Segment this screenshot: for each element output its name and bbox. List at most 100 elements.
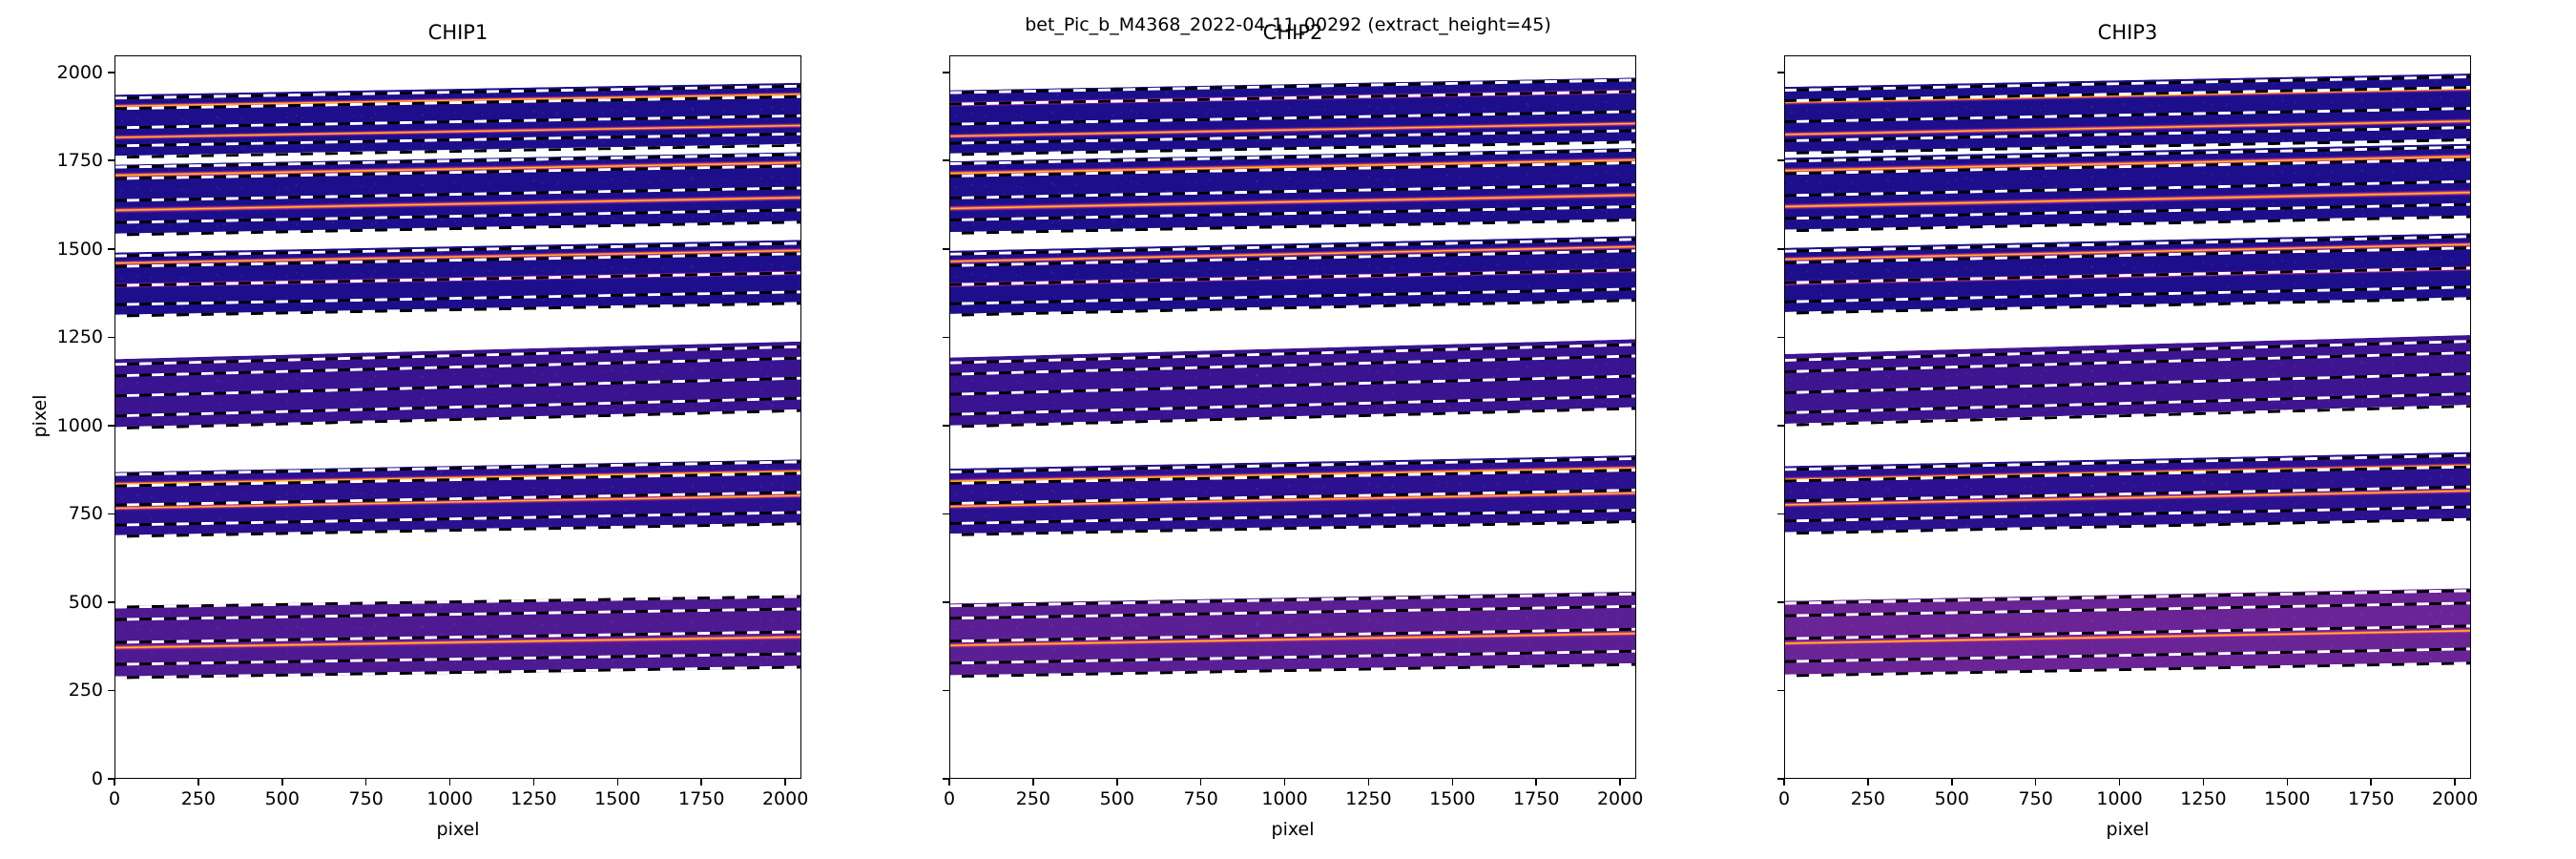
plot-area[interactable] [1784,55,2471,779]
y-tick-mark [108,159,114,162]
y-tick-mark [943,425,949,427]
x-tick-mark [364,779,367,786]
y-tick-mark [1777,336,1784,339]
y-tick-mark [108,778,114,780]
y-axis-label: pixel [30,394,51,438]
y-tick-mark [108,513,114,515]
x-tick-label: 500 [1934,788,1969,809]
y-tick-label: 750 [68,503,103,525]
subplot-title: CHIP1 [427,21,488,44]
x-tick-mark [1367,779,1370,786]
x-tick-label: 750 [2018,788,2053,809]
x-tick-mark [532,779,535,786]
x-tick-mark [1867,779,1869,786]
y-tick-mark [1777,513,1784,515]
x-tick-label: 1250 [2180,788,2227,809]
x-tick-label: 250 [180,788,217,809]
x-tick-mark [2034,779,2037,786]
y-tick-mark [1777,601,1784,603]
y-tick-mark [943,159,949,162]
subplot-title: CHIP3 [2097,21,2158,44]
y-tick-mark [108,248,114,250]
y-tick-mark [108,336,114,339]
y-tick-mark [943,601,949,603]
x-tick-mark [280,779,283,786]
y-tick-label: 1250 [56,326,103,348]
x-tick-label: 1000 [2096,788,2143,809]
x-tick-mark [1032,779,1034,786]
x-tick-label: 1500 [594,788,641,809]
x-tick-label: 2000 [2431,788,2479,809]
y-tick-mark [108,425,114,427]
y-tick-mark [943,778,949,780]
x-tick-label: 1500 [1429,788,1476,809]
subplot-title: CHIP2 [1262,21,1323,44]
x-tick-mark [114,779,115,786]
y-tick-label: 1500 [56,238,103,260]
y-tick-label: 0 [91,768,103,789]
x-tick-mark [616,779,619,786]
x-tick-label: 1250 [1345,788,1392,809]
x-tick-mark [2202,779,2205,786]
x-tick-label: 250 [1015,788,1051,809]
x-tick-label: 1000 [1261,788,1308,809]
y-tick-mark [1777,248,1784,250]
x-tick-mark [1451,779,1454,786]
subplot-chip2: CHIP2 0 250 500 750 1000 1250 1500 1750 2000 pixel [943,21,1643,840]
x-tick-label: 1250 [510,788,557,809]
x-tick-label: 1750 [1513,788,1560,809]
subplot-chip3: CHIP3 0 250 500 750 1000 1250 1500 1750 2000 pixel [1777,21,2478,840]
x-axis-label: pixel [1271,819,1315,840]
x-tick-label: 0 [108,788,121,809]
y-tick-mark [108,689,114,692]
x-tick-mark [1115,779,1118,786]
x-tick-label: 750 [348,788,384,809]
y-tick-label: 1000 [56,414,103,436]
y-tick-label: 2000 [56,61,103,83]
detector-image [1785,56,2470,778]
x-tick-label: 1750 [2348,788,2395,809]
y-tick-label: 1750 [56,150,103,172]
x-tick-mark [1619,779,1621,786]
subplot-chip1: CHIP1 0 250 500 750 1000 1250 1500 1750 2000 0 250 5… [30,21,808,840]
x-tick-label: 1000 [426,788,473,809]
y-tick-mark [943,71,949,73]
y-tick-mark [108,71,114,73]
x-tick-mark [1950,779,1953,786]
x-tick-label: 0 [943,788,956,809]
detector-image [115,56,800,778]
x-tick-label: 750 [1183,788,1218,809]
x-tick-mark [1535,779,1538,786]
y-tick-mark [108,601,114,603]
y-tick-mark [1777,71,1784,73]
detector-image [950,56,1635,778]
y-tick-mark [1777,778,1784,780]
figure-suptitle: bet_Pic_b_M4368_2022-04-11_00292 (extrac… [1025,14,1551,35]
y-tick-mark [1777,425,1784,427]
x-tick-mark [700,779,703,786]
x-tick-mark [2370,779,2373,786]
x-tick-mark [948,779,950,786]
x-tick-label: 500 [264,788,300,809]
y-tick-mark [943,689,949,692]
x-tick-label: 2000 [1596,788,1644,809]
plot-area[interactable] [949,55,1636,779]
x-axis-label: pixel [436,819,480,840]
x-tick-mark [197,779,199,786]
x-tick-label: 0 [1777,788,1791,809]
x-tick-mark [784,779,786,786]
x-tick-label: 2000 [761,788,809,809]
x-axis-label: pixel [2106,819,2150,840]
y-tick-label: 250 [68,680,103,702]
y-tick-label: 500 [68,591,103,613]
x-tick-label: 500 [1099,788,1134,809]
x-tick-label: 1750 [678,788,725,809]
y-tick-mark [1777,159,1784,162]
y-tick-mark [943,336,949,339]
x-tick-mark [1283,779,1286,786]
x-tick-mark [2286,779,2289,786]
y-tick-mark [943,248,949,250]
plot-area[interactable] [114,55,801,779]
x-tick-mark [2118,779,2121,786]
